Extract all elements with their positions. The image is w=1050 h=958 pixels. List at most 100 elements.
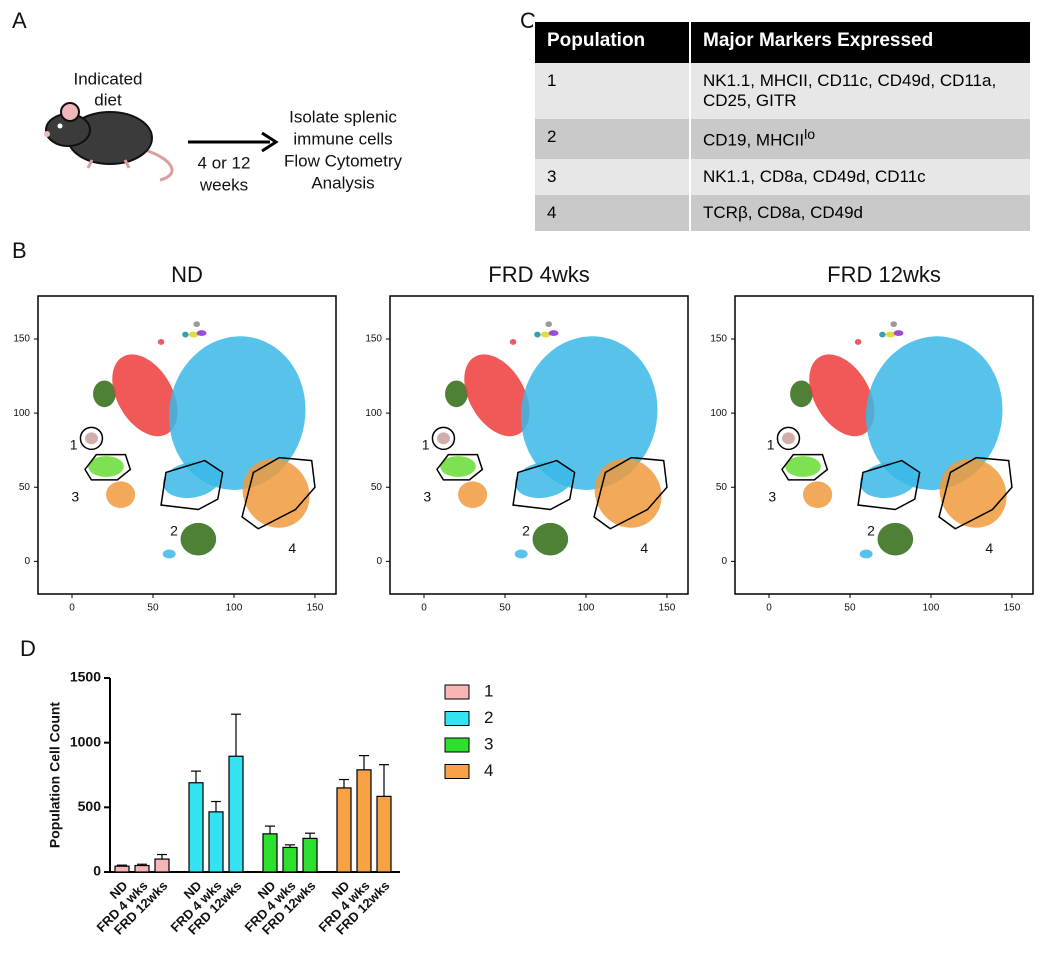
table-row: 3 NK1.1, CD8a, CD49d, CD11c [533, 158, 1030, 195]
table-cell: NK1.1, CD8a, CD49d, CD11c [689, 158, 1030, 195]
y-tick-label: 100 [365, 408, 382, 419]
gate [857, 459, 921, 511]
bar [376, 795, 392, 873]
gate-label: 4 [985, 540, 993, 556]
table-cell: NK1.1, MHCII, CD11c, CD49d, CD11a, CD25,… [689, 63, 1030, 119]
x-tick-label: 50 [147, 603, 159, 614]
cell-cluster [440, 456, 476, 477]
mouse-icon [44, 102, 174, 182]
cell-cluster [106, 481, 136, 509]
gate [776, 426, 801, 451]
gate-label: 1 [767, 436, 775, 452]
y-tick-label: 500 [78, 798, 102, 814]
table-cell: CD19, MHCIIlo [689, 119, 1030, 159]
diagram-text: Indicated [74, 69, 143, 88]
y-tick-label: 1000 [70, 733, 101, 749]
y-tick-label: 50 [371, 482, 383, 493]
gate [241, 456, 316, 530]
gate [79, 426, 104, 451]
bar [302, 837, 318, 873]
cell-cluster [514, 549, 528, 559]
gate-label: 1 [422, 436, 430, 452]
panel-label: A [12, 8, 27, 33]
legend-swatch [444, 711, 470, 726]
x-tick-label: 0 [421, 603, 427, 614]
x-tick-label: 150 [307, 603, 324, 614]
cell-cluster [859, 461, 918, 499]
marker-table: Population Major Markers Expressed 1 NK1.1,… [533, 22, 1030, 231]
table-row: 1 NK1.1, MHCII, CD11c, CD49d, CD11a, CD25… [533, 63, 1030, 119]
legend-swatch [444, 684, 470, 700]
x-tick-label: 150 [659, 603, 676, 614]
gate [781, 453, 829, 481]
legend-label: 1 [484, 681, 493, 700]
table-cell: 3 [533, 158, 690, 195]
cell-text: CD19, MHCII [703, 130, 805, 150]
gate [431, 426, 456, 451]
gate-label: 1 [70, 436, 78, 452]
gate [593, 456, 668, 530]
cell-cluster [781, 432, 795, 445]
table-row: 4 TCRβ, CD8a, CD49d [533, 194, 1030, 231]
cell-cluster [182, 331, 189, 338]
diagram-text: Isolate splenic [289, 107, 397, 126]
bar [188, 782, 204, 873]
bar [356, 769, 372, 873]
x-tick-label: 100 [578, 603, 595, 614]
cell-cluster [859, 549, 873, 559]
y-tick-label: 0 [376, 556, 382, 567]
table-cell: TCRβ, CD8a, CD49d [689, 194, 1030, 231]
bar [262, 833, 278, 873]
cell-cluster [865, 336, 1003, 490]
cell-cluster [540, 331, 551, 338]
cell-cluster [514, 461, 573, 499]
tsne-plot: FRD 12wks 0 50 100 150 0 50 100 150 1 2 3 4 [710, 262, 1034, 614]
x-tick-label: 50 [499, 603, 511, 614]
panel-label: D [20, 636, 36, 661]
cell-cluster [548, 330, 559, 337]
cell-cluster [445, 380, 468, 408]
tsne-plot: FRD 4wks 0 50 100 150 0 50 100 150 1 2 3 4 [365, 262, 689, 614]
y-tick-label: 150 [13, 334, 30, 345]
cell-cluster [790, 380, 813, 408]
gate-label: 2 [867, 522, 875, 538]
legend-label: 2 [484, 708, 493, 727]
y-tick-label: 1500 [70, 669, 101, 685]
cell-superscript: lo [804, 127, 816, 143]
bar [154, 858, 170, 873]
gate-label: 2 [170, 522, 178, 538]
x-tick-label: 50 [844, 603, 856, 614]
y-axis-label: Population Cell Count [47, 702, 63, 849]
diagram-text: 4 or 12 [198, 153, 251, 172]
table-cell: 2 [533, 119, 690, 159]
cell-cluster [458, 481, 488, 509]
y-tick-label: 100 [710, 408, 727, 419]
gate-label: 2 [522, 522, 530, 538]
y-tick-label: 0 [93, 863, 101, 879]
legend-label: 3 [484, 734, 493, 753]
cell-cluster [84, 432, 98, 445]
y-tick-label: 50 [716, 482, 728, 493]
gate [436, 453, 484, 481]
gate-label: 3 [768, 488, 776, 504]
plot-title: FRD 12wks [827, 262, 941, 287]
cell-cluster [534, 331, 541, 338]
y-tick-label: 150 [710, 334, 727, 345]
cell-cluster [188, 331, 199, 338]
cell-cluster [193, 321, 200, 328]
y-tick-label: 0 [721, 556, 727, 567]
cell-cluster [180, 522, 217, 556]
gate-label: 3 [71, 488, 79, 504]
table-header-row: Population Major Markers Expressed [533, 22, 1030, 63]
panel-label: B [12, 238, 27, 263]
bar [208, 811, 224, 873]
cell-cluster [885, 331, 896, 338]
cell-cluster [112, 354, 178, 437]
cell-cluster [464, 354, 530, 437]
legend-swatch [444, 764, 470, 779]
table-row: 2 CD19, MHCIIlo [533, 119, 1030, 159]
cell-cluster [803, 481, 833, 509]
cell-cluster [509, 338, 517, 345]
